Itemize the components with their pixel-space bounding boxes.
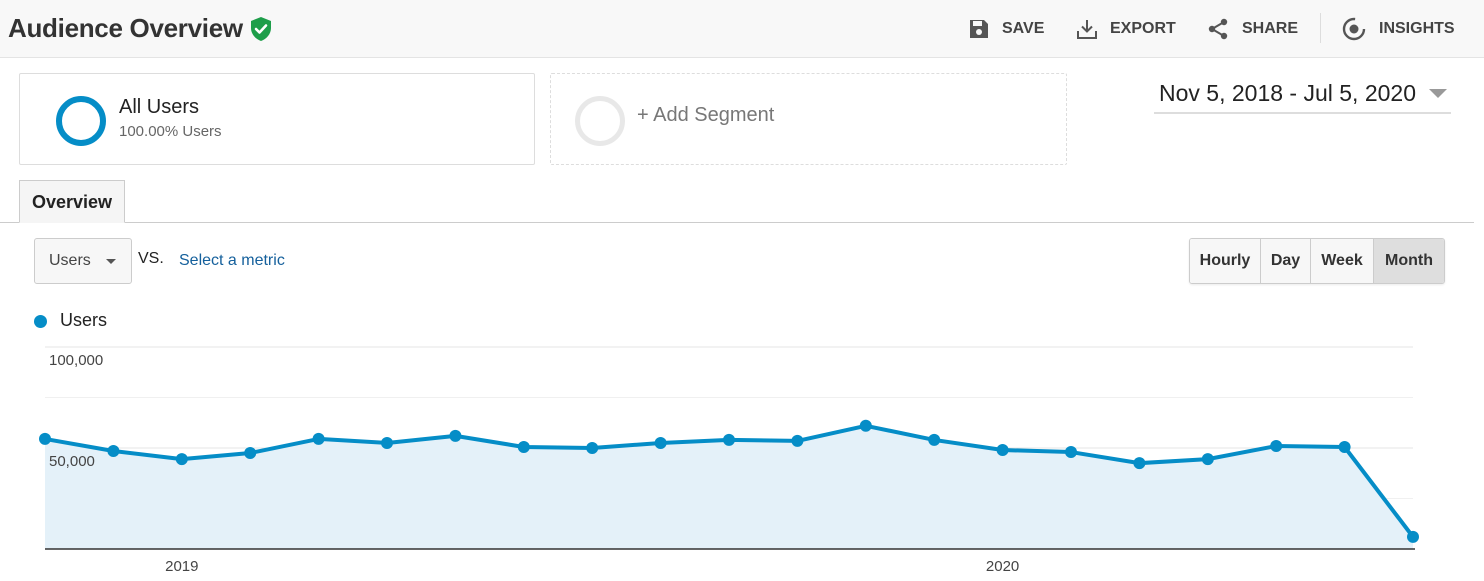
data-point: [586, 442, 599, 454]
chevron-down-icon: [1429, 89, 1447, 98]
month-button[interactable]: Month: [1374, 239, 1444, 283]
legend-users-label: Users: [60, 310, 108, 330]
week-button[interactable]: Week: [1311, 239, 1374, 283]
data-point: [107, 445, 120, 458]
granularity-toggle: Hourly Day Week Month: [1189, 238, 1445, 284]
data-point: [1270, 439, 1283, 452]
tabs-divider: [0, 222, 1474, 223]
data-point: [381, 436, 393, 449]
day-button[interactable]: Day: [1261, 239, 1311, 283]
share-button[interactable]: SHARE: [1206, 14, 1298, 44]
insights-label: INSIGHTS: [1379, 20, 1455, 37]
data-point: [1407, 530, 1419, 543]
download-icon: [1077, 20, 1097, 39]
data-point: [859, 419, 872, 432]
tab-overview[interactable]: Overview: [19, 180, 125, 223]
data-point: [791, 434, 804, 447]
save-button[interactable]: SAVE: [968, 14, 1044, 44]
share-label: SHARE: [1242, 20, 1299, 37]
y-tick-label: 50,000: [49, 453, 95, 470]
select-metric-link[interactable]: Select a metric: [179, 252, 285, 269]
insights-button[interactable]: INSIGHTS: [1341, 14, 1455, 44]
data-point: [517, 440, 530, 453]
users-line-chart: 100,000 50,000 2019 2020: [39, 346, 1419, 575]
data-point: [449, 429, 462, 442]
save-icon: [970, 20, 988, 38]
save-label: SAVE: [1002, 20, 1045, 37]
data-point: [1065, 446, 1077, 459]
segment-name: All Users: [119, 96, 200, 118]
vs-label: VS.: [138, 250, 164, 267]
empty-segment-ring-icon: [575, 96, 625, 146]
data-point: [928, 433, 941, 446]
share-icon: [1208, 18, 1228, 40]
x-tick-label: 2020: [986, 558, 1019, 575]
metric-selected: Users: [49, 252, 91, 269]
data-point: [312, 432, 325, 445]
insights-icon: [1342, 17, 1366, 41]
header-divider: [1320, 13, 1321, 43]
legend-users-swatch: [34, 315, 47, 328]
data-point: [1338, 440, 1351, 453]
data-point: [723, 433, 735, 446]
hourly-button[interactable]: Hourly: [1190, 239, 1261, 283]
report-header: Audience Overview SAVE EXPORT SHARE: [0, 0, 1484, 58]
verified-shield-icon: [251, 17, 271, 41]
caret-down-icon: [106, 259, 116, 264]
x-tick-label: 2019: [165, 558, 198, 575]
date-range-picker[interactable]: Nov 5, 2018 - Jul 5, 2020: [1154, 78, 1451, 114]
segment-all-users[interactable]: All Users 100.00% Users: [19, 73, 535, 165]
data-point: [175, 453, 188, 466]
segment-percent: 100.00% Users: [119, 123, 222, 140]
data-point: [1133, 457, 1146, 470]
date-range-text: Nov 5, 2018 - Jul 5, 2020: [1159, 80, 1416, 106]
export-label: EXPORT: [1110, 20, 1176, 37]
export-button[interactable]: EXPORT: [1076, 14, 1176, 44]
data-point: [39, 432, 51, 445]
y-tick-label: 100,000: [49, 352, 103, 369]
add-segment-button[interactable]: + Add Segment: [550, 73, 1067, 165]
metric-dropdown[interactable]: Users: [34, 238, 132, 284]
segment-ring-icon: [56, 96, 106, 146]
page-title: Audience Overview: [8, 13, 243, 43]
data-point: [244, 447, 257, 460]
data-point: [996, 444, 1009, 457]
data-point: [654, 436, 667, 449]
data-point: [1201, 453, 1214, 466]
add-segment-label: + Add Segment: [637, 104, 775, 126]
